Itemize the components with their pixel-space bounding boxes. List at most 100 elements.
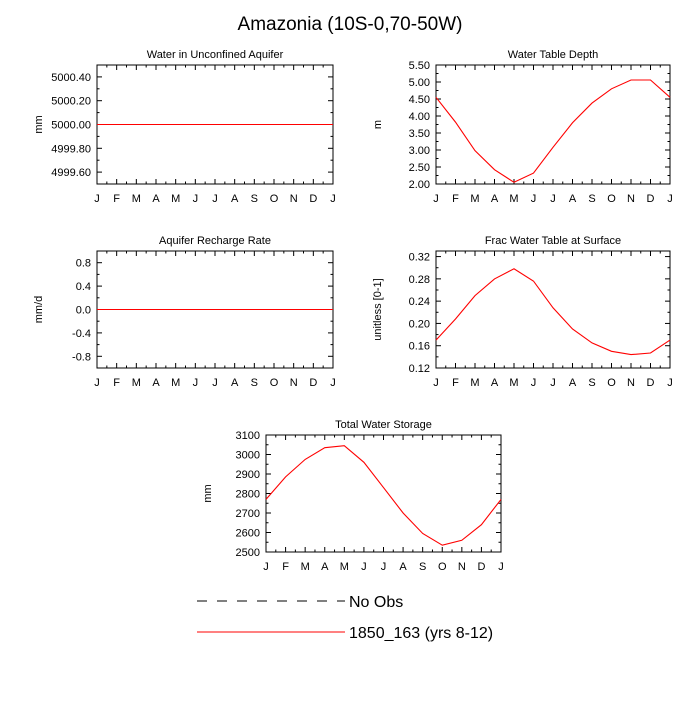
x-tick-label: M: [132, 377, 141, 389]
y-tick-label: -0.4: [72, 328, 91, 340]
x-tick-label: D: [309, 377, 317, 389]
y-tick-label: 0.24: [409, 296, 430, 308]
y-tick-label: 2600: [236, 528, 260, 540]
y-axis-label: mm: [33, 115, 45, 133]
x-tick-label: A: [231, 193, 239, 205]
x-tick-label: J: [94, 377, 100, 389]
x-tick-label: D: [647, 377, 655, 389]
panel-4: Frac Water Table at Surface unitless [0-1…: [372, 235, 673, 389]
x-tick-label: J: [263, 561, 269, 573]
x-tick-label: J: [531, 193, 537, 205]
y-tick-label: 0.16: [409, 341, 430, 353]
y-tick-label: 2900: [236, 469, 260, 481]
x-tick-label: S: [251, 377, 258, 389]
y-tick-label: 0.4: [76, 281, 91, 293]
x-tick-label: A: [152, 377, 160, 389]
figure-title: Amazonia (10S-0,70-50W): [237, 14, 463, 35]
legend: No Obs 1850_163 (yrs 8-12): [197, 594, 493, 642]
panel-title: Total Water Storage: [335, 419, 432, 431]
x-tick-label: J: [667, 377, 673, 389]
y-tick-label: 0.8: [76, 258, 91, 270]
x-tick-label: N: [627, 377, 635, 389]
legend-label: No Obs: [349, 594, 403, 611]
x-tick-label: D: [309, 193, 317, 205]
y-tick-label: 2800: [236, 489, 260, 501]
y-axis-label: unitless [0-1]: [372, 278, 384, 340]
series-line: [265, 445, 502, 546]
x-tick-label: J: [498, 561, 504, 573]
x-tick-label: N: [458, 561, 466, 573]
x-tick-label: F: [113, 377, 120, 389]
legend-label: 1850_163 (yrs 8-12): [349, 625, 493, 642]
plot-frame: [435, 250, 671, 369]
x-tick-label: M: [171, 377, 180, 389]
y-tick-label: -0.8: [72, 351, 91, 363]
x-tick-label: J: [330, 193, 336, 205]
x-tick-label: O: [607, 193, 616, 205]
x-tick-label: A: [569, 193, 577, 205]
x-tick-label: J: [94, 193, 100, 205]
y-tick-label: 2500: [236, 547, 260, 559]
y-tick-label: 5000.00: [51, 120, 91, 132]
y-tick-label: 4999.80: [51, 143, 91, 155]
x-tick-label: M: [340, 561, 349, 573]
x-tick-label: J: [212, 377, 218, 389]
x-tick-label: M: [509, 193, 518, 205]
x-tick-label: N: [290, 193, 298, 205]
y-tick-label: 2.50: [409, 162, 430, 174]
x-tick-label: A: [569, 377, 577, 389]
y-axis-label: m: [372, 120, 384, 129]
x-tick-label: F: [113, 193, 120, 205]
panel-title: Water in Unconfined Aquifer: [147, 49, 284, 61]
x-tick-label: J: [381, 561, 387, 573]
x-tick-label: J: [193, 377, 199, 389]
x-tick-label: M: [132, 193, 141, 205]
x-tick-label: J: [193, 193, 199, 205]
y-tick-label: 4.00: [409, 111, 430, 123]
x-tick-label: O: [270, 193, 279, 205]
x-tick-label: M: [301, 561, 310, 573]
x-tick-label: O: [607, 377, 616, 389]
x-tick-label: S: [588, 193, 595, 205]
plot-frame: [435, 64, 671, 185]
x-tick-label: J: [550, 377, 556, 389]
y-tick-label: 0.12: [409, 363, 430, 375]
x-tick-label: A: [231, 377, 239, 389]
y-tick-label: 0.20: [409, 318, 430, 330]
x-tick-label: J: [667, 193, 673, 205]
y-tick-label: 3000: [236, 450, 260, 462]
y-tick-label: 3.50: [409, 128, 430, 140]
plot-frame: [265, 434, 502, 553]
x-tick-label: J: [550, 193, 556, 205]
panel-title: Aquifer Recharge Rate: [159, 235, 271, 247]
y-tick-label: 4.50: [409, 94, 430, 106]
series-line: [435, 268, 671, 356]
x-tick-label: A: [491, 193, 499, 205]
x-tick-label: A: [321, 561, 329, 573]
y-tick-label: 2.00: [409, 179, 430, 191]
x-tick-label: M: [509, 377, 518, 389]
x-tick-label: S: [588, 377, 595, 389]
x-tick-label: J: [433, 193, 439, 205]
y-tick-label: 0.32: [409, 252, 430, 264]
x-tick-label: D: [647, 193, 655, 205]
y-axis-label: mm: [202, 484, 214, 502]
x-tick-label: O: [270, 377, 279, 389]
series-line: [435, 79, 671, 183]
y-tick-label: 3.00: [409, 145, 430, 157]
x-tick-label: A: [152, 193, 160, 205]
x-tick-label: F: [282, 561, 289, 573]
y-tick-label: 0.0: [76, 305, 91, 317]
y-tick-label: 5.50: [409, 60, 430, 72]
x-tick-label: S: [419, 561, 426, 573]
x-tick-label: J: [212, 193, 218, 205]
x-tick-label: J: [330, 377, 336, 389]
x-tick-label: J: [531, 377, 537, 389]
x-tick-label: M: [470, 377, 479, 389]
panel-title: Water Table Depth: [508, 49, 599, 61]
x-tick-label: F: [452, 377, 459, 389]
x-tick-label: N: [290, 377, 298, 389]
